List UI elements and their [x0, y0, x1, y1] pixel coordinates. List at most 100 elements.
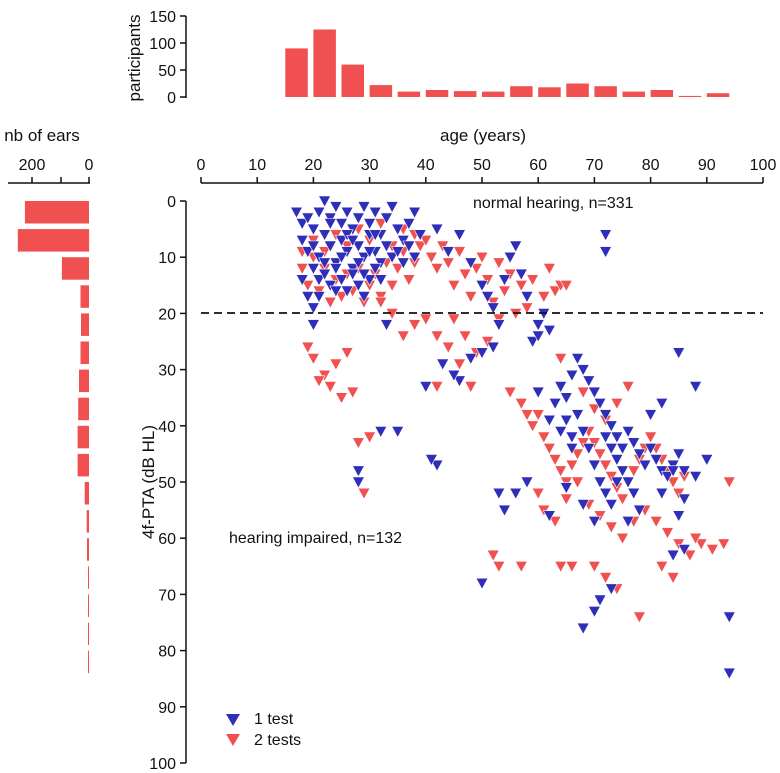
point-1-test [615, 465, 630, 478]
point-2-tests [526, 274, 540, 287]
point-2-tests [548, 285, 562, 298]
ears-bar [80, 341, 89, 364]
point-2-tests [430, 381, 444, 394]
point-2-tests [464, 381, 478, 394]
ears-histogram-xtick-label: 200 [19, 157, 46, 174]
point-1-test [475, 347, 489, 360]
scatter-xtick-label: 80 [642, 157, 660, 174]
point-1-test [599, 431, 613, 444]
point-1-test [391, 246, 405, 259]
point-2-tests [492, 257, 506, 270]
point-1-test [402, 218, 416, 231]
ears-bar [79, 369, 89, 393]
point-1-test [318, 229, 332, 242]
point-1-test [627, 487, 641, 500]
point-1-test [520, 476, 534, 489]
point-1-test [318, 195, 332, 208]
scatter-ytick-label: 30 [158, 363, 176, 380]
point-1-test [700, 454, 714, 467]
point-2-tests [531, 487, 545, 500]
point-1-test [374, 274, 388, 287]
point-2-tests [357, 487, 371, 500]
age-histogram-ytick-label: 150 [149, 9, 176, 26]
point-1-test [722, 667, 736, 680]
scatter-ytick-label: 10 [158, 250, 176, 267]
point-1-test [385, 201, 399, 214]
age-histogram-ytick-label: 100 [149, 36, 176, 53]
point-1-test [363, 218, 377, 231]
point-1-test [402, 240, 416, 253]
scatter-legend: 1 test 2 tests [226, 711, 301, 749]
point-2-tests [705, 544, 719, 557]
point-2-tests [419, 313, 433, 326]
point-1-test [559, 414, 573, 427]
point-1-test [570, 353, 585, 366]
point-1-test [576, 499, 590, 512]
scatter-points [289, 195, 736, 680]
legend-label-1-test: 1 test [254, 711, 294, 728]
point-1-test [604, 583, 618, 596]
point-2-tests [452, 358, 467, 371]
point-1-test [379, 240, 394, 253]
point-1-test [542, 325, 556, 337]
point-1-test [419, 381, 433, 394]
point-1-test [604, 499, 618, 512]
point-2-tests [464, 291, 478, 304]
scatter-xtick-label: 0 [197, 157, 206, 174]
point-2-tests [408, 319, 422, 332]
point-1-test [593, 476, 607, 489]
point-1-test [615, 443, 630, 455]
point-1-test [301, 246, 315, 259]
point-2-tests [599, 572, 613, 585]
point-2-tests [402, 274, 416, 287]
point-2-tests [627, 465, 641, 478]
ears-histogram-xtick-label: 0 [85, 157, 94, 174]
point-1-test [329, 201, 343, 214]
age-bar [397, 91, 421, 97]
age-histogram-ytick-label: 50 [158, 63, 176, 80]
scatter-ylabel: 4f-PTA (dB HL) [139, 425, 158, 539]
point-2-tests [604, 521, 618, 534]
point-1-test [295, 235, 309, 247]
ears-bar [84, 482, 89, 505]
point-2-tests [526, 420, 540, 433]
point-1-test [430, 223, 444, 236]
hearing-impaired-annotation: hearing impaired, n=132 [229, 530, 402, 547]
point-1-test [385, 251, 399, 264]
point-2-tests [374, 296, 388, 309]
point-1-test [368, 206, 382, 219]
point-1-test [351, 212, 365, 225]
point-1-test [570, 409, 585, 422]
scatter-xtick-label: 90 [698, 157, 716, 174]
point-1-test [689, 471, 703, 484]
point-1-test [408, 251, 422, 264]
point-2-tests [497, 285, 512, 298]
point-1-test [587, 386, 601, 399]
point-1-test [346, 268, 360, 281]
point-1-test [649, 454, 663, 467]
point-2-tests [312, 375, 326, 388]
point-1-test [312, 274, 326, 287]
point-1-test [576, 622, 590, 635]
ears-bar [77, 425, 89, 449]
point-1-test [582, 375, 596, 388]
scatter-xtick-label: 20 [305, 157, 323, 174]
point-2-tests [548, 454, 562, 467]
point-2-tests [587, 403, 601, 416]
point-1-test [486, 341, 500, 354]
point-1-test [306, 223, 320, 236]
point-2-tests [514, 280, 528, 292]
point-1-test [318, 257, 332, 270]
point-1-test [497, 504, 512, 517]
age-histogram-bars [285, 29, 730, 97]
point-1-test [559, 482, 573, 495]
point-1-test [312, 291, 326, 304]
point-1-test [368, 263, 382, 276]
scatter-ytick-label: 20 [158, 306, 176, 323]
point-2-tests [391, 263, 405, 276]
point-1-test [542, 510, 556, 523]
point-1-test [599, 246, 613, 259]
point-2-tests [644, 431, 658, 444]
point-1-test [475, 280, 489, 292]
